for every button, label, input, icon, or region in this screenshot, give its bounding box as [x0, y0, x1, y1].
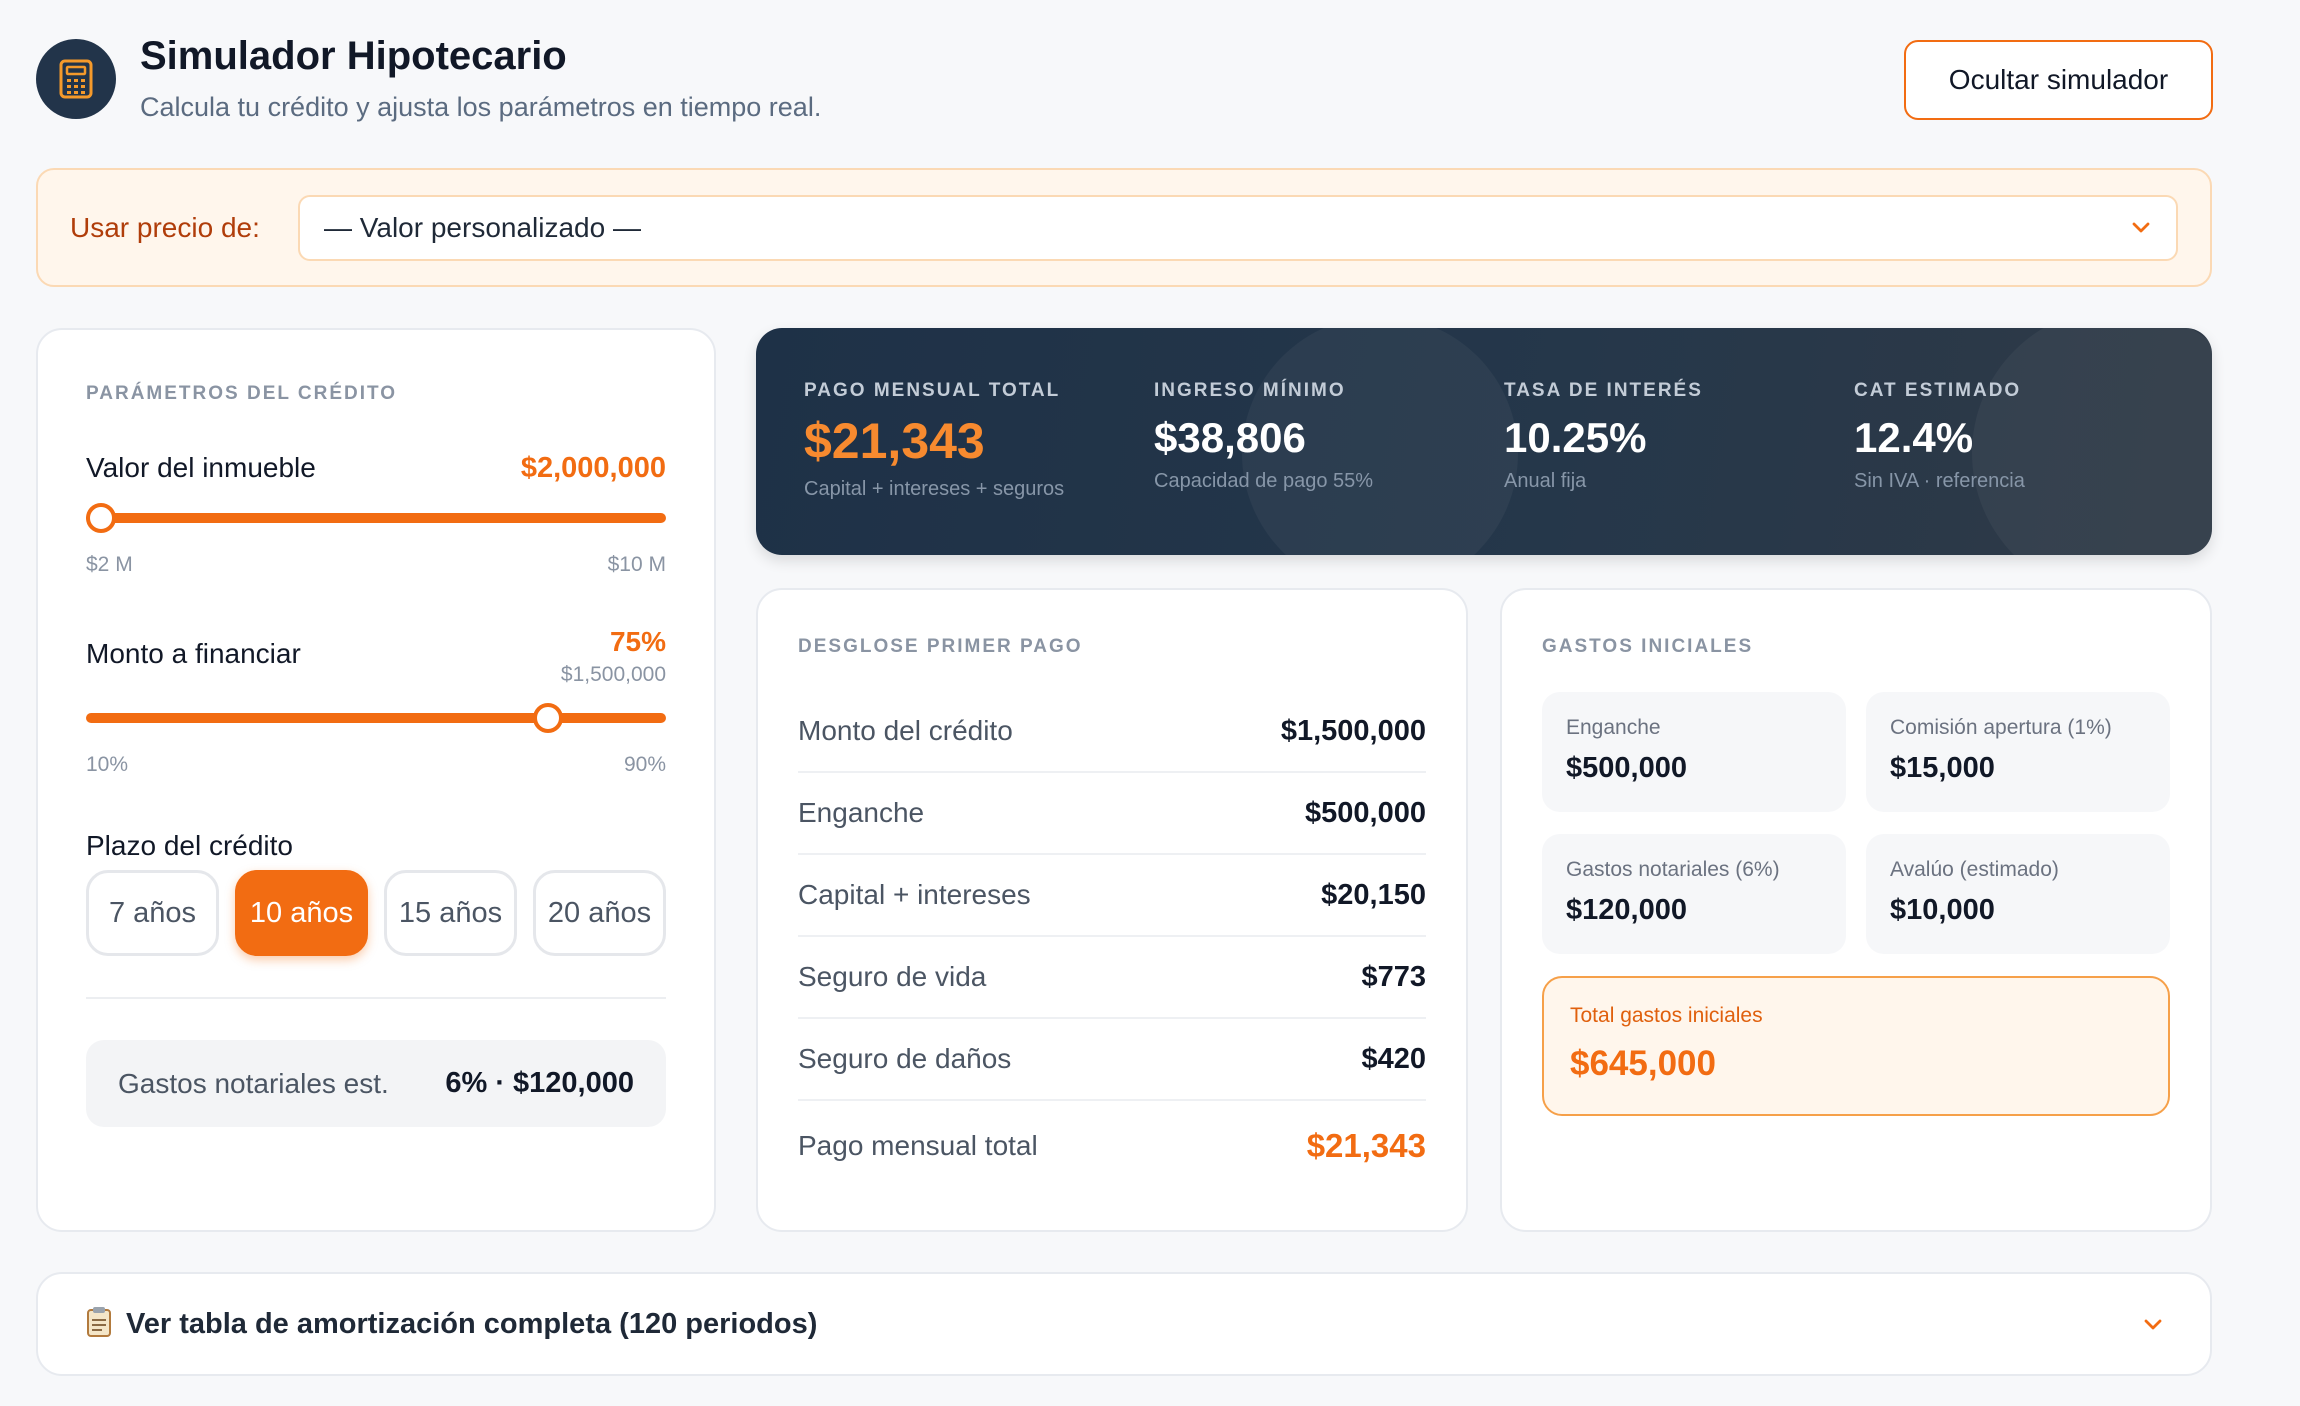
summary-value: $21,343 [804, 413, 985, 469]
cost-tile-label: Enganche [1566, 716, 1661, 739]
financing-percent: 75% [609, 626, 666, 657]
breakdown-row-label: Monto del crédito [798, 715, 1013, 746]
cost-tile: Avalúo (estimado) $10,000 [1866, 834, 2170, 954]
breakdown-row-label: Seguro de daños [798, 1043, 1012, 1074]
breakdown-row-label: Seguro de vida [798, 961, 987, 992]
summary-label: TASA DE INTERÉS [1504, 380, 1703, 401]
financing-amount: $1,500,000 [560, 663, 666, 686]
chevron-down-icon [2140, 1312, 2166, 1343]
financing-max: 90% [623, 753, 666, 776]
breakdown-row: Monto del crédito $1,500,000 [798, 691, 1426, 773]
breakdown-row-value: $21,343 [1306, 1127, 1426, 1164]
financing-min: 10% [86, 753, 129, 776]
cost-tile-value: $15,000 [1890, 752, 1995, 784]
breakdown-row-value: $420 [1361, 1042, 1426, 1075]
breakdown-row: Seguro de daños $420 [798, 1019, 1426, 1101]
breakdown-row: Enganche $500,000 [798, 773, 1426, 855]
summary-sub: Capital + intereses + seguros [804, 478, 1065, 500]
cost-tile-value: $10,000 [1890, 894, 1995, 926]
breakdown-row-label: Capital + intereses [798, 879, 1031, 910]
breakdown-row: Seguro de vida $773 [798, 937, 1426, 1019]
price-source-selected: — Valor personalizado — [324, 212, 641, 243]
financing-slider[interactable] [86, 713, 666, 723]
page-subtitle: Calcula tu crédito y ajusta los parámetr… [140, 92, 822, 122]
financing-slider-thumb[interactable] [532, 703, 563, 733]
summary-value: 10.25% [1504, 414, 1647, 461]
cost-tile-label: Avalúo (estimado) [1890, 858, 2059, 881]
summary-interest-rate: TASA DE INTERÉS 10.25% Anual fija [1504, 380, 1703, 493]
term-option-15[interactable]: 15 años [384, 870, 517, 956]
cost-tile-label: Comisión apertura (1%) [1890, 716, 2112, 739]
property-value-amount: $2,000,000 [520, 452, 666, 484]
property-value-min: $2 M [86, 553, 133, 576]
breakdown-row: Capital + intereses $20,150 [798, 855, 1426, 937]
initial-costs-section-title: GASTOS INICIALES [1542, 636, 1754, 657]
price-source-label: Usar precio de: [70, 212, 260, 243]
amortization-toggle[interactable]: Ver tabla de amortización completa (120 … [36, 1272, 2212, 1376]
property-value-label: Valor del inmueble [86, 452, 316, 483]
total-label: Total gastos iniciales [1570, 1004, 1763, 1027]
amortization-label: Ver tabla de amortización completa (120 … [126, 1307, 818, 1340]
breakdown-row-value: $500,000 [1305, 796, 1426, 829]
price-source-select[interactable]: — Valor personalizado — [298, 195, 2178, 261]
decorative-circle [1242, 328, 1518, 555]
summary-label: PAGO MENSUAL TOTAL [804, 380, 1061, 401]
cost-tile-label: Gastos notariales (6%) [1566, 858, 1780, 881]
notary-value: 6% · $120,000 [445, 1067, 634, 1099]
cost-tile: Enganche $500,000 [1542, 692, 1846, 812]
summary-monthly-payment: PAGO MENSUAL TOTAL $21,343 Capital + int… [804, 380, 1064, 501]
summary-min-income: INGRESO MÍNIMO $38,806 Capacidad de pago… [1154, 380, 1373, 493]
financing-label: Monto a financiar [86, 638, 301, 669]
breakdown-row-value: $20,150 [1321, 878, 1426, 911]
cost-tile: Comisión apertura (1%) $15,000 [1866, 692, 2170, 812]
breakdown-card [756, 588, 1468, 1232]
term-option-10[interactable]: 10 años [235, 870, 368, 956]
summary-cat: CAT ESTIMADO 12.4% Sin IVA · referencia [1854, 380, 2025, 493]
hide-simulator-button[interactable]: Ocultar simulador [1904, 40, 2213, 120]
breakdown-section-title: DESGLOSE PRIMER PAGO [798, 636, 1083, 657]
divider [86, 997, 666, 999]
breakdown-total-row: Pago mensual total $21,343 [798, 1105, 1426, 1187]
breakdown-row-value: $1,500,000 [1280, 714, 1426, 747]
property-value-slider-thumb[interactable] [86, 503, 116, 533]
breakdown-row-value: $773 [1361, 960, 1426, 993]
total-value: $645,000 [1570, 1044, 1716, 1083]
notary-estimate: Gastos notariales est. 6% · $120,000 [86, 1040, 666, 1127]
notary-label: Gastos notariales est. [118, 1068, 389, 1099]
page-title: Simulador Hipotecario [140, 34, 567, 78]
cost-tile-value: $120,000 [1566, 894, 1687, 926]
decorative-circle [1972, 328, 2212, 555]
summary-value: 12.4% [1854, 414, 1974, 461]
summary-sub: Anual fija [1504, 470, 1587, 492]
summary-value: $38,806 [1154, 414, 1306, 461]
breakdown-row-label: Pago mensual total [798, 1130, 1038, 1161]
clipboard-icon [86, 1306, 112, 1343]
summary-sub: Sin IVA · referencia [1854, 470, 2025, 492]
chevron-down-icon [2128, 215, 2154, 248]
initial-costs-total: Total gastos iniciales $645,000 [1542, 976, 2170, 1116]
summary-label: CAT ESTIMADO [1854, 380, 2022, 401]
term-label: Plazo del crédito [86, 830, 294, 861]
payment-summary-banner: PAGO MENSUAL TOTAL $21,343 Capital + int… [756, 328, 2212, 555]
breakdown-row-label: Enganche [798, 797, 925, 828]
property-value-slider[interactable] [86, 513, 666, 523]
summary-label: INGRESO MÍNIMO [1154, 380, 1346, 401]
term-option-7[interactable]: 7 años [86, 870, 219, 956]
cost-tile: Gastos notariales (6%) $120,000 [1542, 834, 1846, 954]
property-value-max: $10 M [607, 553, 666, 576]
summary-sub: Capacidad de pago 55% [1154, 470, 1374, 492]
parameters-section-title: PARÁMETROS DEL CRÉDITO [86, 383, 398, 404]
calculator-icon [36, 39, 116, 119]
term-option-20[interactable]: 20 años [533, 870, 666, 956]
cost-tile-value: $500,000 [1566, 752, 1687, 784]
